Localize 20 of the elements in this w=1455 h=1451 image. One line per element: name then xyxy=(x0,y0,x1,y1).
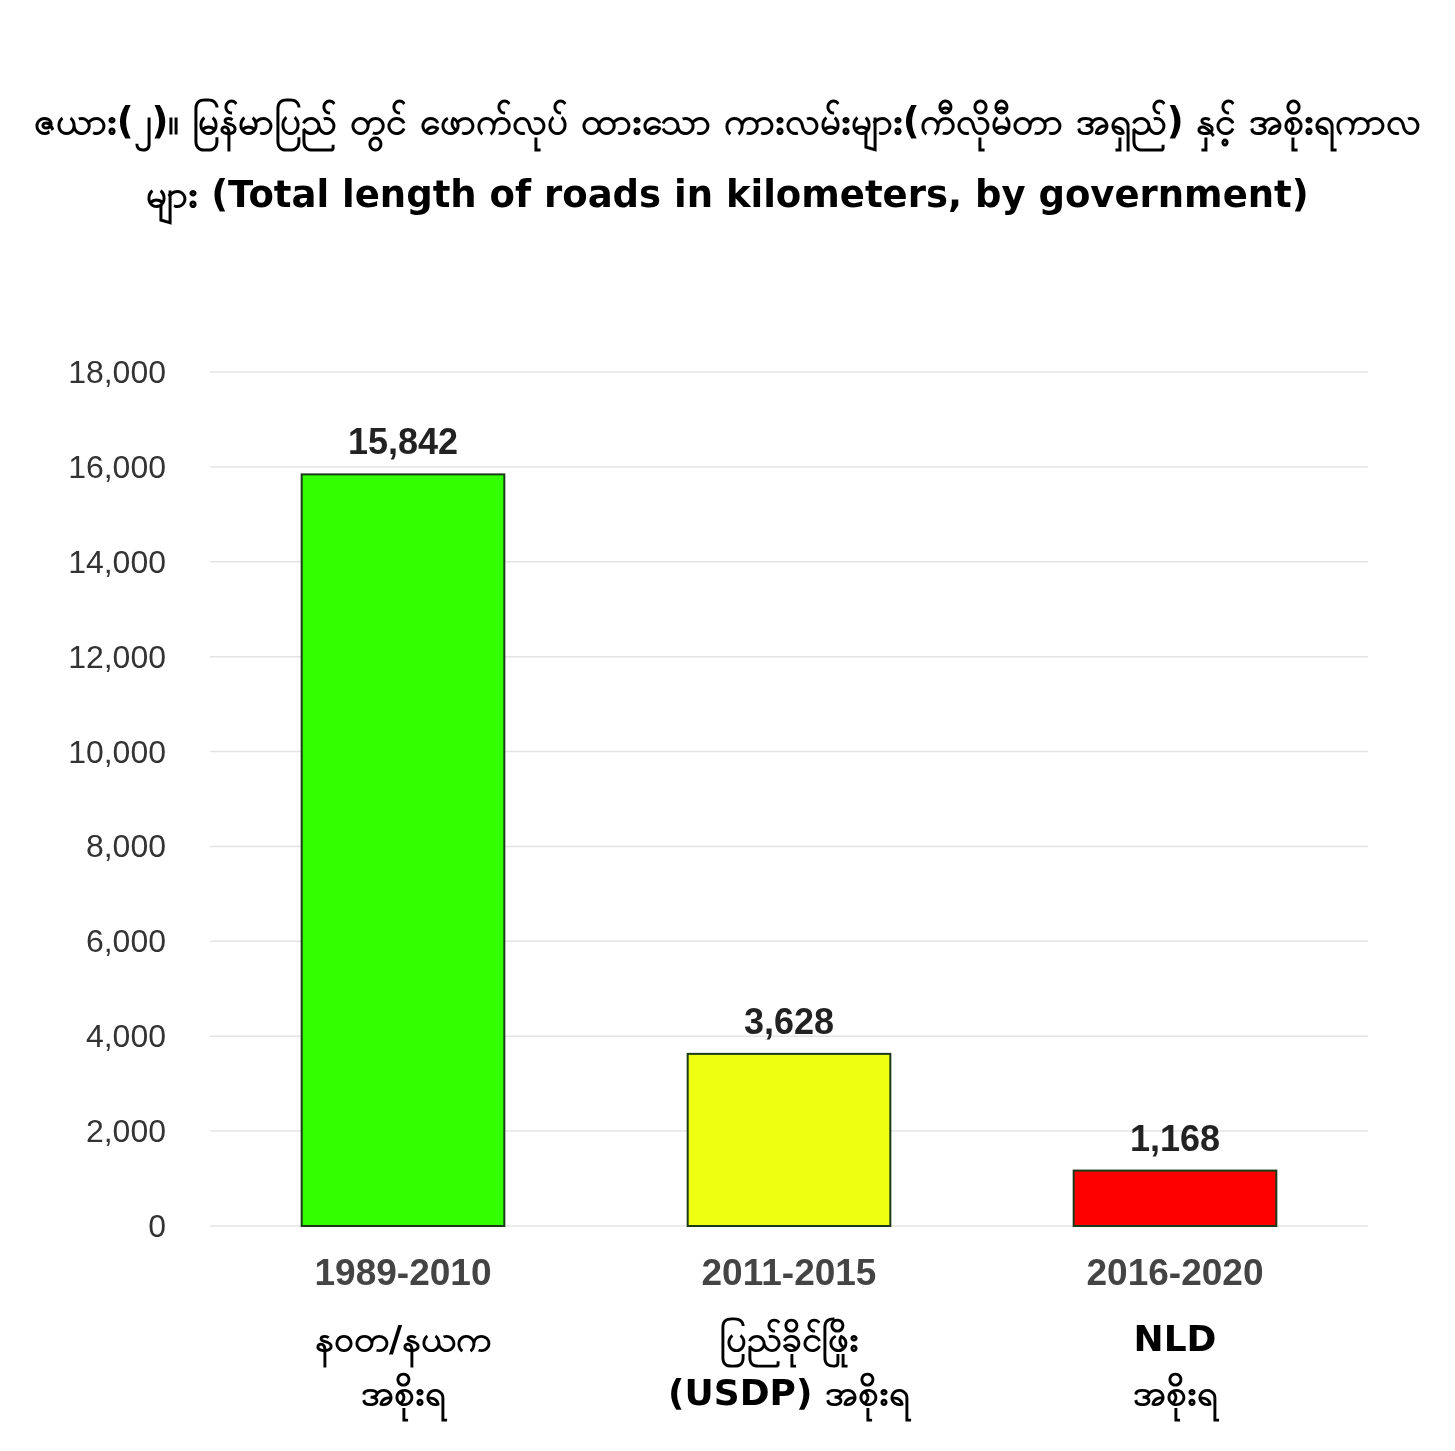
data-label: 1,168 xyxy=(1129,1117,1221,1159)
y-tick-label: 0 xyxy=(148,1208,166,1244)
y-tick-label: 16,000 xyxy=(68,448,166,485)
bar xyxy=(686,1052,892,1227)
bar xyxy=(300,473,506,1227)
y-tick-label: 2,000 xyxy=(85,1113,166,1150)
y-tick-label: 4,000 xyxy=(85,1018,166,1055)
data-label: 15,842 xyxy=(347,421,459,463)
x-tick-label: 1989-2010 နဝတ/နယက အစိုးရ xyxy=(314,1252,492,1422)
y-tick-label: 10,000 xyxy=(68,733,166,770)
y-tick-label: 18,000 xyxy=(68,354,166,390)
y-tick-label: 12,000 xyxy=(68,638,166,675)
y-tick-label: 8,000 xyxy=(85,828,166,865)
y-tick-label: 14,000 xyxy=(68,543,166,580)
x-tick-label: 2016-2020 NLD အစိုးရ xyxy=(1086,1252,1264,1422)
x-tick-label: 2011-2015 ပြည်ခိုင်ဖြိုး (USDP) အစိုးရ xyxy=(668,1252,912,1422)
data-label: 3,628 xyxy=(743,1000,835,1042)
y-tick-label: 6,000 xyxy=(85,923,166,960)
chart-title: ဇယား(၂)။ မြန်မာပြည် တွင် ဖောက်လုပ် ထားသော ကားလမ်းများ(ကီလိုမီတာ အရှည်) နှင့် အစိုးရကာလများ (Total length of roads in kilometers, by government) xyxy=(32,97,1423,227)
bar xyxy=(1072,1169,1278,1227)
